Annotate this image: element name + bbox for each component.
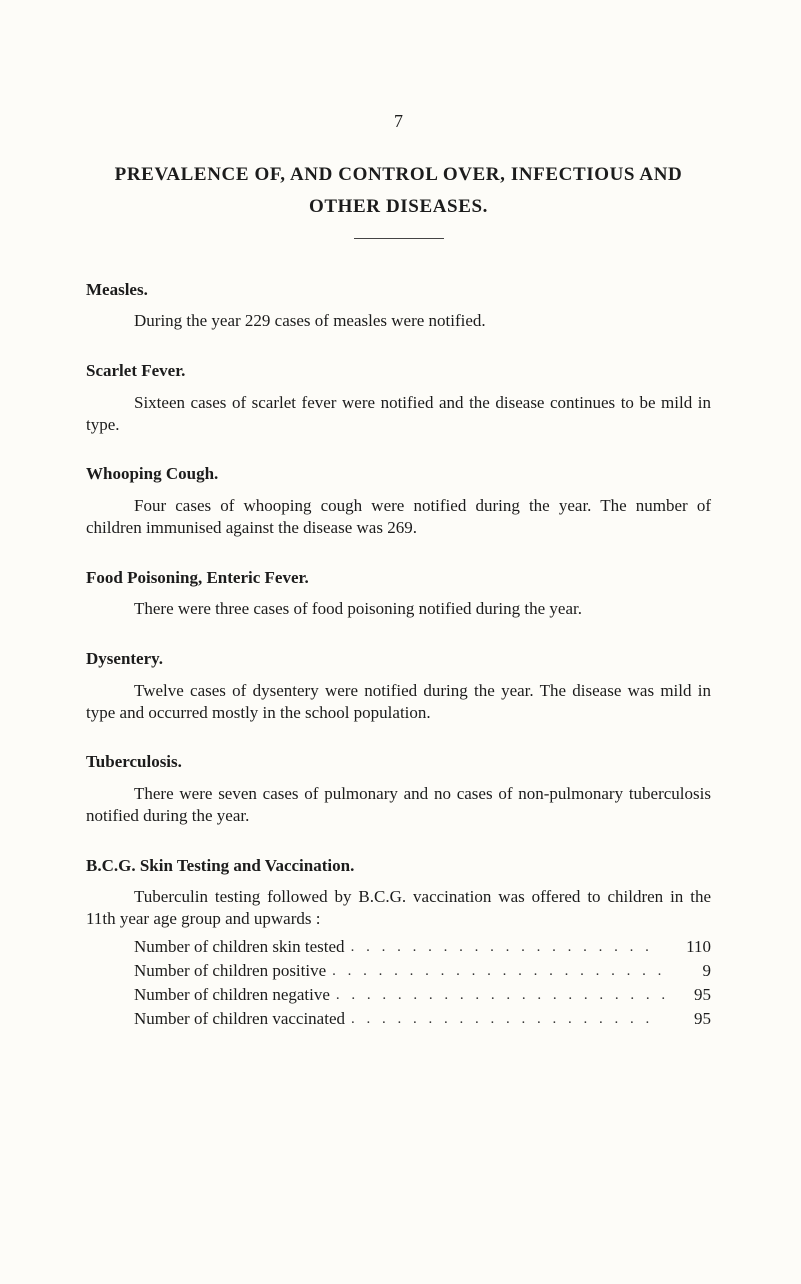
section-whooping-cough: Whooping Cough. Four cases of whooping c… bbox=[86, 463, 711, 538]
section-tuberculosis: Tuberculosis. There were seven cases of … bbox=[86, 751, 711, 826]
section-paragraph: There were seven cases of pulmonary and … bbox=[86, 783, 711, 827]
stat-row: Number of children negative . . . . . . … bbox=[86, 984, 711, 1006]
leader-dots-icon: . . . . . . . . . . . . . . . . . . . . bbox=[345, 938, 667, 957]
section-heading: Food Poisoning, Enteric Fever. bbox=[86, 567, 711, 589]
section-food-poisoning: Food Poisoning, Enteric Fever. There wer… bbox=[86, 567, 711, 621]
leader-dots-icon: . . . . . . . . . . . . . . . . . . . . … bbox=[330, 986, 667, 1005]
stat-label: Number of children negative bbox=[134, 984, 330, 1006]
section-paragraph: Four cases of whooping cough were notifi… bbox=[86, 495, 711, 539]
section-heading: Whooping Cough. bbox=[86, 463, 711, 485]
stat-label: Number of children positive bbox=[134, 960, 326, 982]
stat-value: 9 bbox=[667, 960, 711, 982]
bcg-statistics-list: Number of children skin tested . . . . .… bbox=[86, 936, 711, 1031]
title-underline bbox=[354, 238, 444, 239]
section-paragraph: During the year 229 cases of measles wer… bbox=[86, 310, 711, 332]
stat-label: Number of children vaccinated bbox=[134, 1008, 345, 1030]
page-number: 7 bbox=[86, 110, 711, 133]
stat-value: 95 bbox=[667, 984, 711, 1006]
section-heading: B.C.G. Skin Testing and Vaccination. bbox=[86, 855, 711, 877]
section-paragraph: There were three cases of food poisoning… bbox=[86, 598, 711, 620]
stat-row: Number of children positive . . . . . . … bbox=[86, 960, 711, 982]
stat-value: 95 bbox=[667, 1008, 711, 1030]
section-heading: Tuberculosis. bbox=[86, 751, 711, 773]
stat-row: Number of children vaccinated . . . . . … bbox=[86, 1008, 711, 1030]
leader-dots-icon: . . . . . . . . . . . . . . . . . . . . … bbox=[326, 962, 667, 981]
section-measles: Measles. During the year 229 cases of me… bbox=[86, 279, 711, 333]
section-dysentery: Dysentery. Twelve cases of dysentery wer… bbox=[86, 648, 711, 723]
section-heading: Scarlet Fever. bbox=[86, 360, 711, 382]
main-title-line-2: OTHER DISEASES. bbox=[86, 195, 711, 219]
section-paragraph: Twelve cases of dysentery were notified … bbox=[86, 680, 711, 724]
leader-dots-icon: . . . . . . . . . . . . . . . . . . . . bbox=[345, 1010, 667, 1029]
section-heading: Dysentery. bbox=[86, 648, 711, 670]
section-scarlet-fever: Scarlet Fever. Sixteen cases of scarlet … bbox=[86, 360, 711, 435]
section-paragraph: Tuberculin testing followed by B.C.G. va… bbox=[86, 886, 711, 930]
section-heading: Measles. bbox=[86, 279, 711, 301]
document-page: 7 PREVALENCE OF, AND CONTROL OVER, INFEC… bbox=[0, 0, 801, 1284]
section-bcg: B.C.G. Skin Testing and Vaccination. Tub… bbox=[86, 855, 711, 1031]
section-paragraph: Sixteen cases of scarlet fever were noti… bbox=[86, 392, 711, 436]
main-title-line-1: PREVALENCE OF, AND CONTROL OVER, INFECTI… bbox=[86, 163, 711, 187]
stat-row: Number of children skin tested . . . . .… bbox=[86, 936, 711, 958]
stat-value: 110 bbox=[667, 936, 711, 958]
stat-label: Number of children skin tested bbox=[134, 936, 345, 958]
